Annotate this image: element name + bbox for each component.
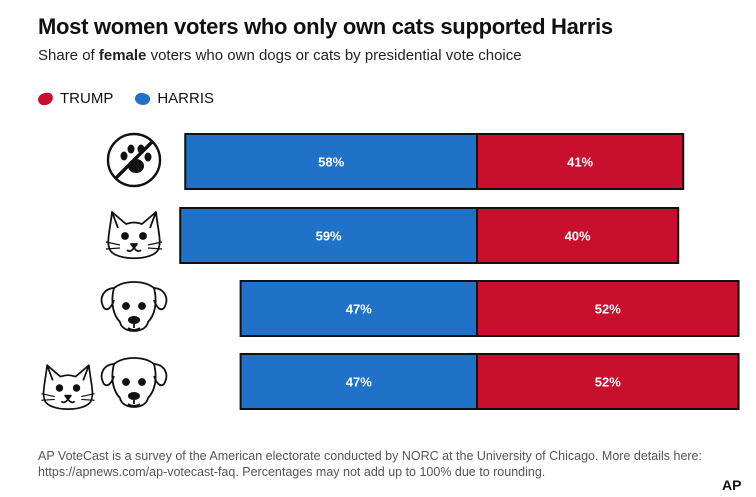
label-trump-cat-only: 40%: [565, 229, 591, 244]
label-harris-no-pets: 58%: [318, 155, 344, 170]
ap-logo: AP: [722, 477, 742, 493]
bar-trump-dog-only: [476, 280, 740, 337]
subtitle-prefix: Share of: [38, 47, 99, 64]
legend-item-trump: TRUMP: [36, 90, 114, 107]
legend: TRUMP HARRIS: [36, 90, 236, 107]
bar-trump-no-pets: [476, 133, 685, 190]
label-trump-no-pets: 41%: [567, 155, 593, 170]
cat-and-dog-icon: [41, 357, 168, 410]
footnote: AP VoteCast is a survey of the American …: [38, 449, 702, 479]
bar-harris-cat-and-dog: [239, 353, 478, 410]
subtitle-bold: female: [98, 47, 147, 64]
label-trump-dog-only: 52%: [595, 302, 621, 317]
bars-group: 58% 41% 59% 40% 47% 52% 47% 52%: [179, 133, 740, 410]
bar-harris-cat-only: [179, 207, 478, 264]
no-pets-icon: [106, 132, 162, 188]
label-trump-cat-and-dog: 52%: [595, 375, 621, 390]
bar-trump-cat-and-dog: [476, 353, 740, 410]
subtitle-suffix: voters who own dogs or cats by president…: [146, 47, 522, 64]
label-harris-cat-only: 59%: [316, 229, 342, 244]
legend-item-harris: HARRIS: [133, 90, 215, 107]
cat-icon: [105, 211, 163, 260]
bar-trump-cat-only: [476, 207, 680, 264]
bar-chart: 58% 41% 59% 40% 47% 52% 47% 52%: [41, 132, 740, 410]
bar-harris-no-pets: [184, 133, 478, 190]
legend-label-trump: TRUMP: [60, 90, 114, 107]
dog-icon: [100, 281, 168, 332]
legend-label-harris: HARRIS: [157, 90, 215, 107]
label-harris-cat-and-dog: 47%: [346, 375, 372, 390]
label-harris-dog-only: 47%: [346, 302, 372, 317]
chart-subtitle: Share of female voters who own dogs or c…: [38, 47, 522, 64]
chart-title: Most women voters who only own cats supp…: [38, 14, 613, 39]
